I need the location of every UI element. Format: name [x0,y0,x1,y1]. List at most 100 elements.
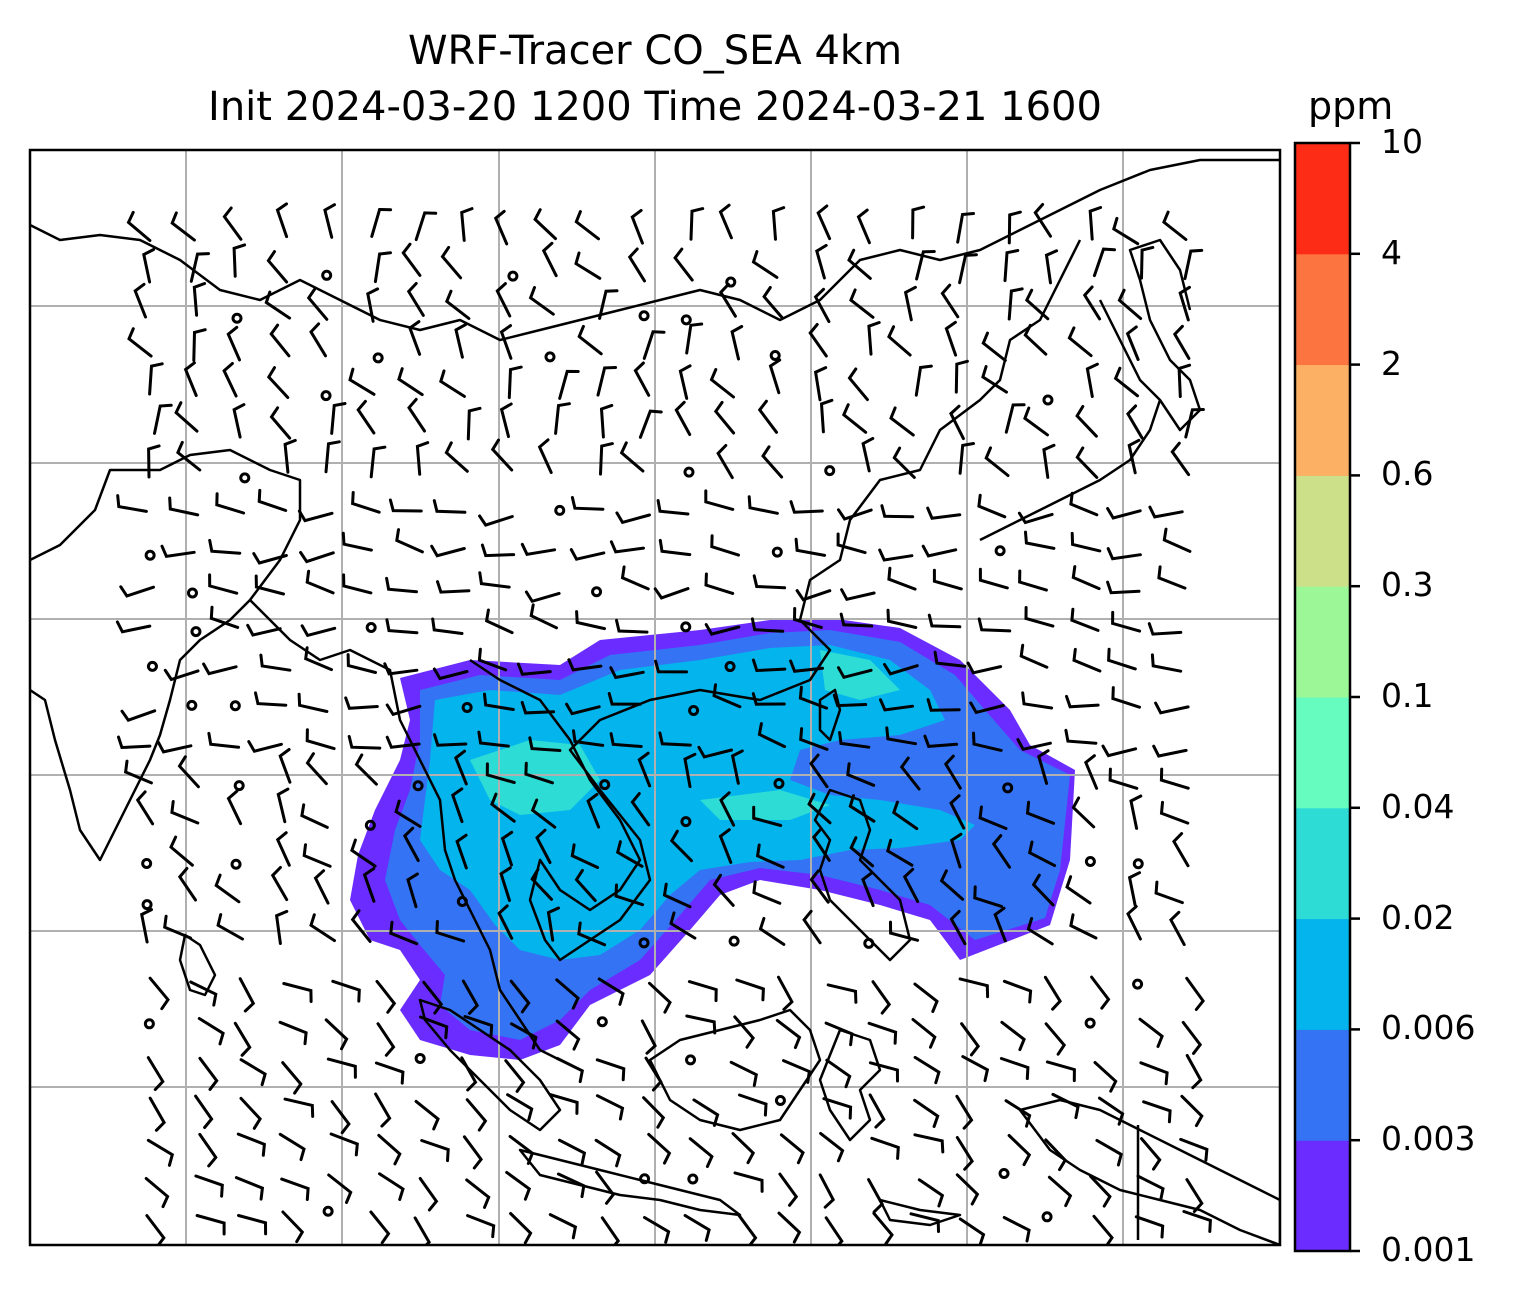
wind-barb [656,499,690,516]
wind-barb [1126,905,1142,941]
wind-barb [960,1022,981,1057]
wind-barb [1180,1094,1204,1128]
wind-barb [356,399,376,435]
wind-barb [735,978,765,1002]
wind-barb [530,798,557,829]
wind-barb [713,400,736,435]
wind-barb [662,882,692,909]
plume-level-3b [820,650,900,700]
wind-barb [305,752,328,786]
wind-barb [940,283,960,319]
wind-barb [1101,744,1138,758]
wind-barb [949,909,967,946]
wind-barb [1113,366,1139,398]
wind-barb [755,843,785,869]
wind-barb [266,250,289,284]
wind-barb [640,1019,657,1055]
wind-barb [541,241,558,278]
calm-wind-marker [688,704,700,716]
wind-barb [499,324,513,360]
wind-barb [454,323,468,359]
map-title-line1: WRF-Tracer CO_SEA 4km [407,28,903,74]
coastline-philippines [813,788,912,962]
wind-barb [1125,325,1140,361]
calm-wind-marker [233,780,245,792]
calm-wind-marker [680,621,692,633]
wind-barb [195,1214,226,1236]
wind-barbs [115,202,1212,1245]
wind-barb [619,441,645,473]
wind-barb [329,1132,359,1157]
wind-barb [751,250,779,279]
wind-barb [373,251,392,284]
wind-barb [1026,917,1054,946]
wind-barb [824,1216,844,1245]
wind-barb [1044,1022,1067,1056]
calm-wind-marker [771,546,783,558]
wind-barb [207,731,241,749]
wind-barb [466,406,482,441]
wind-barb [1152,744,1188,758]
wind-barb [346,653,377,674]
wind-barb [737,1213,758,1245]
wind-barb [246,623,282,637]
wind-barb [524,590,561,604]
wind-barb [1095,1138,1123,1167]
wind-barb [236,1132,267,1157]
wind-barb [123,759,153,785]
wind-barb [615,618,649,634]
wind-barb [771,206,786,241]
wind-barb [281,1061,303,1095]
wind-barb [1023,406,1049,437]
wind-barb [911,205,926,240]
coastline-borneo [648,1008,822,1132]
wind-barb [297,509,334,523]
wind-barb [614,883,645,907]
wind-barb [849,836,875,868]
colorbar-ticks [1350,141,1360,1253]
wind-barb [1157,565,1187,590]
calm-wind-marker [1084,856,1096,868]
wind-barb [570,843,600,869]
wind-barb [369,1210,391,1245]
colorbar-block [1295,697,1350,809]
wind-barb [921,544,958,558]
wind-barb [202,662,238,676]
wind-barb [1044,249,1059,285]
wind-barb [902,867,920,904]
wind-barb [719,791,736,827]
wind-barb [955,1136,974,1171]
wind-barb [867,1021,898,1045]
wind-barb [558,369,580,400]
wind-barb [609,666,645,680]
wind-barb [750,617,785,633]
calm-wind-marker [146,660,158,672]
wind-barb [388,498,423,513]
wind-barb [813,366,828,402]
wind-barb [347,735,382,750]
coastline-timor [878,1198,962,1227]
wind-barb [597,977,625,1006]
wind-barb [816,204,832,241]
wind-barb [507,365,523,400]
calm-wind-marker [229,700,241,712]
wind-barb [878,548,914,562]
wind-barb [378,1172,405,1201]
calm-wind-marker [824,465,836,477]
wind-barb [1111,686,1141,709]
wind-barb [127,327,153,358]
wind-barb [729,1060,758,1087]
wind-barb [1154,880,1184,905]
colorbar-block [1295,918,1350,1030]
wind-barb [630,208,644,245]
wind-barb [811,827,831,862]
calm-wind-marker [680,816,692,828]
calm-wind-marker [1132,978,1144,990]
wind-barb [460,207,474,242]
wind-barb [1017,511,1054,525]
wind-barb [795,589,832,602]
calm-wind-marker [141,899,153,911]
colorbar-block [1295,1140,1350,1252]
wind-barb [838,731,871,749]
plume-level-3c [700,790,830,820]
